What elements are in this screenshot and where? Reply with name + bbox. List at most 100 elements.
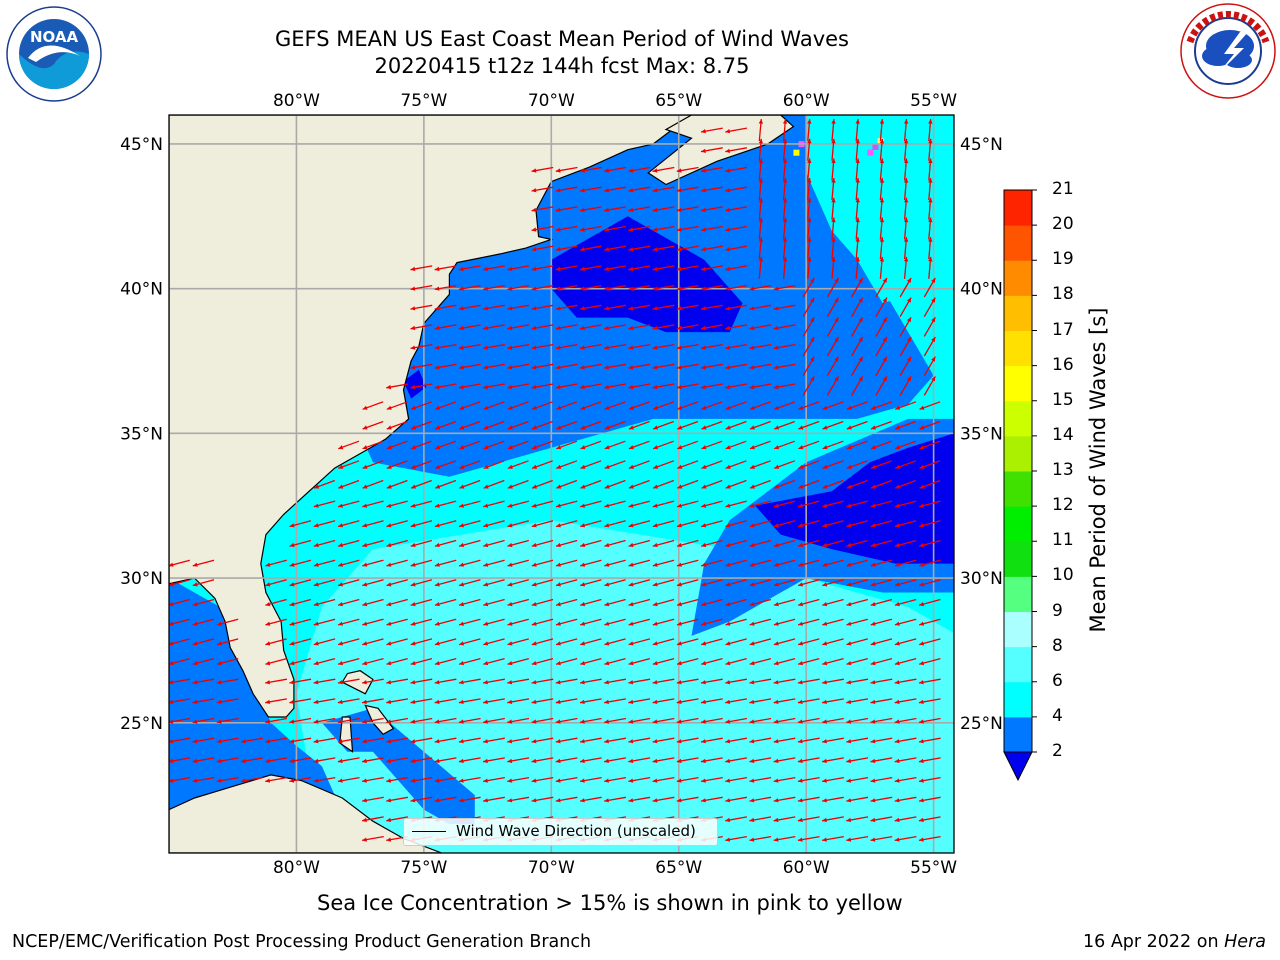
direction-arrow [875, 316, 888, 337]
arrow-head [870, 523, 876, 528]
direction-arrow [903, 237, 909, 260]
direction-arrow [507, 479, 529, 489]
direction-arrow [851, 336, 864, 357]
arrow-head [855, 217, 860, 223]
arrow-head [458, 306, 464, 311]
direction-arrow [802, 356, 815, 377]
direction-arrow [749, 363, 772, 370]
arrow-head [507, 266, 513, 272]
arrow-head [531, 247, 537, 252]
direction-arrow [628, 776, 651, 783]
arrow-head [931, 317, 936, 323]
direction-arrow [749, 579, 772, 587]
direction-arrow [846, 657, 868, 666]
direction-arrow [851, 376, 864, 396]
lon-label-top: 70°W [528, 91, 575, 111]
direction-arrow [725, 598, 747, 607]
direction-arrow [894, 479, 917, 489]
direction-arrow [458, 678, 481, 685]
arrow-head [555, 168, 561, 173]
direction-arrow [928, 197, 933, 220]
direction-arrow [725, 657, 747, 666]
direction-arrow [410, 717, 433, 724]
arrow-head [532, 445, 537, 450]
arrow-head [652, 286, 658, 291]
arrow-head [701, 405, 707, 410]
direction-arrow [579, 324, 602, 331]
footer-credit: NCEP/EMC/Verification Post Processing Pr… [12, 932, 592, 952]
period-region [755, 433, 954, 564]
direction-arrow [821, 678, 844, 685]
direction-arrow [822, 657, 844, 666]
direction-arrow [822, 598, 844, 607]
direction-arrow [555, 520, 578, 528]
lon-label-top: 60°W [783, 91, 830, 111]
arrow-head [459, 405, 465, 410]
direction-arrow [531, 500, 554, 508]
direction-arrow [483, 559, 505, 567]
direction-arrow [846, 520, 868, 528]
direction-arrow [807, 217, 812, 240]
direction-arrow [846, 401, 868, 410]
arrow-head [652, 266, 658, 272]
direction-arrow [773, 420, 796, 430]
arrow-head [931, 297, 936, 303]
arrow-head [580, 207, 585, 212]
arrow-head [701, 148, 706, 153]
arrow-head [701, 758, 706, 764]
arrow-head [846, 523, 852, 528]
direction-arrow [701, 479, 723, 489]
direction-arrow [531, 420, 553, 430]
direction-arrow [265, 618, 287, 626]
direction-arrow [192, 598, 215, 607]
chart-subtitle: 20220415 t12z 144h fcst Max: 8.75 [374, 54, 750, 78]
arrow-head [338, 562, 343, 567]
arrow-head [774, 445, 780, 450]
direction-arrow [725, 206, 748, 212]
arrow-head [822, 739, 827, 744]
direction-arrow [831, 119, 836, 142]
direction-arrow [604, 166, 627, 173]
direction-arrow [846, 717, 869, 724]
direction-arrow [628, 500, 651, 508]
arrow-head [774, 464, 780, 469]
direction-arrow [652, 698, 675, 704]
arrow-head [556, 523, 561, 528]
arrow-head [604, 542, 610, 548]
direction-arrow [846, 816, 869, 823]
arrow-head [386, 758, 392, 764]
arrow-head [870, 758, 876, 764]
arrow-head [797, 680, 803, 685]
arrow-head [855, 197, 860, 203]
direction-arrow [919, 657, 941, 666]
direction-arrow [797, 598, 820, 607]
direction-arrow [265, 717, 288, 724]
arrow-head [822, 484, 828, 489]
arrow-head [192, 719, 198, 724]
direction-arrow [725, 401, 747, 410]
direction-arrow [434, 757, 457, 764]
arrow-head [386, 562, 392, 567]
arrow-head [676, 286, 682, 291]
arrow-head [773, 739, 779, 744]
direction-arrow [507, 598, 529, 607]
direction-arrow [919, 559, 941, 567]
direction-arrow [555, 796, 578, 803]
colorbar-swatch [1004, 190, 1032, 226]
direction-arrow [216, 776, 239, 783]
direction-arrow [870, 678, 893, 685]
arrow-head [507, 542, 513, 548]
arrow-head [289, 621, 295, 626]
direction-arrow [386, 383, 409, 390]
direction-arrow [507, 559, 529, 567]
direction-arrow [531, 186, 554, 193]
arrow-head [652, 227, 658, 232]
arrow-head [604, 523, 610, 528]
arrow-head [313, 719, 319, 724]
direction-arrow [482, 265, 505, 272]
direction-arrow [821, 737, 844, 744]
direction-arrow [773, 479, 796, 489]
colorbar-swatch [1004, 365, 1032, 402]
arrow-head [798, 621, 803, 626]
direction-arrow [434, 460, 457, 470]
